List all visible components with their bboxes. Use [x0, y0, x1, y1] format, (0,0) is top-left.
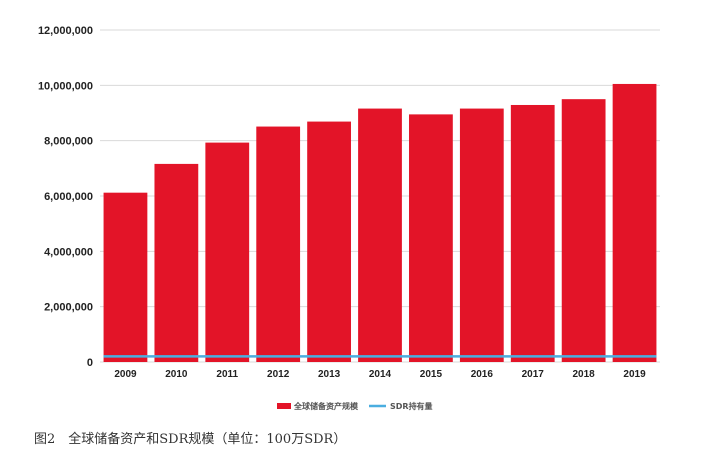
- legend-swatch-bar: [277, 403, 291, 409]
- bar: [154, 163, 199, 362]
- bar: [205, 142, 250, 362]
- x-tick-label: 2012: [267, 369, 290, 380]
- x-axis-ticks: 2009 2010 2011 2012 2013 2014 2015 2016 2017 2018…: [114, 369, 646, 380]
- chart: 0 2,000,000 4,000,000 6,000,000 8,000,000 10,…: [38, 25, 660, 411]
- x-tick-label: 2018: [573, 369, 596, 380]
- legend: 全球储备资产规模 SDR持有量: [277, 401, 433, 411]
- y-tick-label: 4,000,000: [44, 246, 93, 258]
- bar: [409, 114, 453, 362]
- y-axis-ticks: 0 2,000,000 4,000,000 6,000,000 8,000,000 10,…: [38, 25, 93, 369]
- bar: [612, 83, 657, 362]
- bar: [256, 126, 301, 362]
- legend-label: SDR持有量: [390, 401, 433, 411]
- y-tick-label: 12,000,000: [38, 25, 93, 37]
- legend-label: 全球储备资产规模: [293, 401, 359, 411]
- y-tick-label: 2,000,000: [44, 302, 93, 314]
- x-tick-label: 2013: [318, 369, 341, 380]
- x-tick-label: 2019: [623, 369, 646, 380]
- bar: [561, 99, 606, 363]
- y-tick-label: 8,000,000: [44, 136, 93, 148]
- x-tick-label: 2015: [420, 369, 443, 380]
- x-tick-label: 2011: [216, 369, 238, 380]
- x-tick-label: 2014: [369, 369, 392, 380]
- bar: [103, 192, 148, 362]
- y-tick-label: 0: [87, 357, 93, 369]
- bar: [459, 108, 504, 362]
- y-tick-label: 10,000,000: [38, 80, 93, 92]
- bar: [358, 108, 402, 362]
- bar: [307, 121, 351, 363]
- x-tick-label: 2016: [471, 369, 494, 380]
- figure-caption: 图2 全球储备资产和SDR规模（单位：100万SDR）: [34, 432, 347, 447]
- bar: [510, 104, 555, 362]
- x-tick-label: 2009: [114, 369, 137, 380]
- y-tick-label: 6,000,000: [44, 191, 93, 203]
- bar-series: [103, 83, 657, 363]
- x-tick-label: 2017: [522, 369, 545, 380]
- x-tick-label: 2010: [165, 369, 188, 380]
